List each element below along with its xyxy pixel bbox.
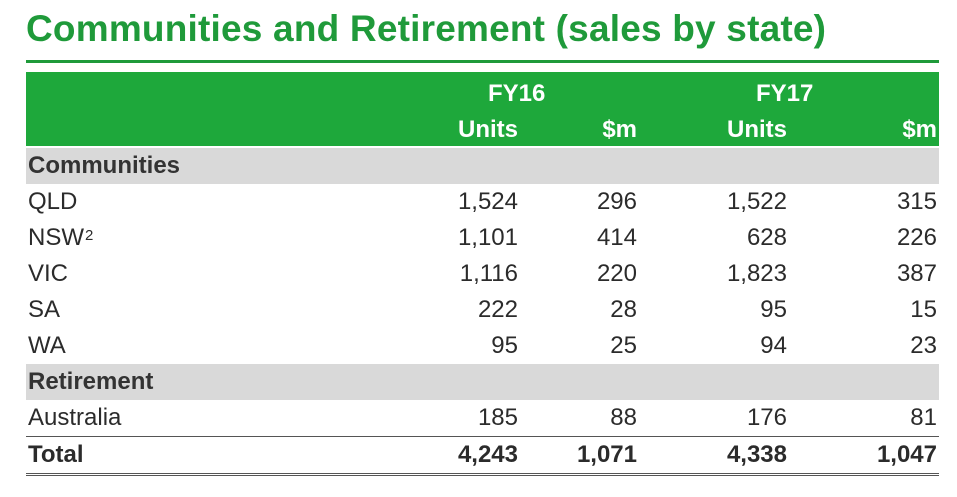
- fy17-money: 15: [910, 296, 937, 323]
- fy16-units: 1,524: [457, 188, 518, 215]
- section-retirement: Retirement: [26, 364, 939, 400]
- total-fy16-money: 1,071: [576, 441, 637, 468]
- row-label: WA: [28, 332, 66, 359]
- fy17-money: 226: [896, 224, 937, 251]
- total-rule-top: [26, 436, 939, 437]
- total-row: Total 4,243 1,071 4,338 1,047: [26, 437, 939, 473]
- col-fy16-units: Units: [458, 116, 518, 143]
- row-label: QLD: [28, 188, 78, 215]
- fy16-units: 185: [477, 404, 518, 431]
- fy16-money: 220: [596, 260, 637, 287]
- total-fy17-money: 1,047: [876, 441, 937, 468]
- total-fy17-units: 4,338: [726, 441, 787, 468]
- col-fy17-money: $m: [902, 116, 937, 143]
- total-label: Total: [28, 441, 84, 468]
- fy17-money: 387: [896, 260, 937, 287]
- total-fy16-units: 4,243: [457, 441, 518, 468]
- fy17-units: 94: [760, 332, 787, 359]
- table-row: WA 95 25 94 23: [26, 328, 939, 364]
- row-label: NSW2: [28, 224, 94, 251]
- fy16-money: 88: [610, 404, 637, 431]
- fy16-money: 414: [596, 224, 637, 251]
- table-row: VIC 1,116 220 1,823 387: [26, 256, 939, 292]
- fy16-money: 296: [596, 188, 637, 215]
- section-label: Communities: [28, 152, 181, 179]
- fy17-money: 23: [910, 332, 937, 359]
- section-label: Retirement: [28, 368, 154, 395]
- fy16-units: 1,116: [459, 260, 518, 287]
- fy16-units: 222: [477, 296, 518, 323]
- fy16-units: 95: [491, 332, 518, 359]
- row-label: Australia: [28, 404, 122, 431]
- table-row: Australia 185 88 176 81: [26, 400, 939, 436]
- col-fy16-money: $m: [602, 116, 637, 143]
- fy17-units: 95: [760, 296, 787, 323]
- fy16-units: 1,101: [457, 224, 518, 251]
- col-fy17-units: Units: [727, 116, 787, 143]
- fy16-money: 28: [610, 296, 637, 323]
- total-rule-bottom: [26, 473, 939, 476]
- table-row: SA 222 28 95 15: [26, 292, 939, 328]
- fy17-units: 1,522: [726, 188, 787, 215]
- title-rule: [26, 60, 939, 63]
- fy17-money: 81: [910, 404, 937, 431]
- row-label: VIC: [28, 260, 69, 287]
- table-row: NSW2 1,101 414 628 226: [26, 220, 939, 256]
- fy17-units: 176: [746, 404, 787, 431]
- page-title: Communities and Retirement (sales by sta…: [26, 8, 827, 49]
- fy16-money: 25: [610, 332, 637, 359]
- table-row: QLD 1,524 296 1,522 315: [26, 184, 939, 220]
- row-label: SA: [28, 296, 61, 323]
- period-fy17: FY17: [756, 80, 814, 107]
- table-header: FY16 FY17 Units $m Units $m: [26, 72, 939, 146]
- section-communities: Communities: [26, 148, 939, 184]
- footnote-marker: 2: [85, 227, 94, 244]
- fy17-money: 315: [896, 188, 937, 215]
- period-fy16: FY16: [488, 80, 546, 107]
- fy17-units: 1,823: [726, 260, 787, 287]
- fy17-units: 628: [746, 224, 787, 251]
